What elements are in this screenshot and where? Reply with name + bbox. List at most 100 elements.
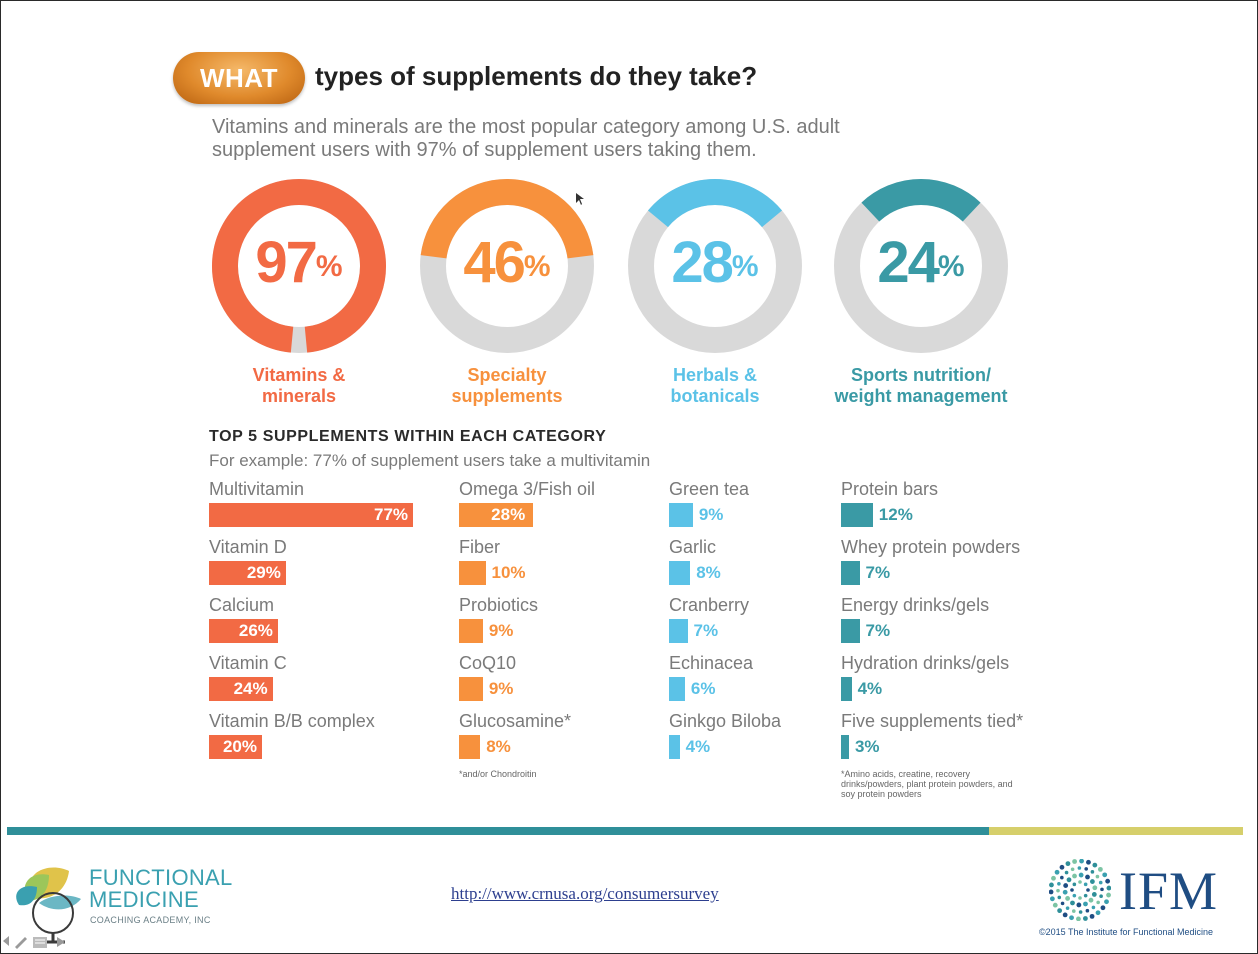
ifm-dot [1085,874,1090,880]
bar-value-label: 20% [222,737,257,756]
ifm-dot [1049,896,1055,902]
ifm-logo-icon [1049,859,1111,921]
donut-value-number: 28 [671,230,733,295]
donut-value-unit: % [523,250,551,283]
ifm-dot [1100,887,1104,892]
bar-item-name: Energy drinks/gels [841,595,990,615]
ifm-dot [1097,866,1103,872]
bar-value-label: 24% [233,679,268,698]
ifm-dot [1076,902,1082,908]
ifm-dot [1099,894,1103,899]
ifm-dot [1078,896,1082,900]
ifm-dot [1090,879,1095,884]
category-label-line: Herbals & [672,365,758,385]
donut-ring [628,179,802,353]
category-label-specialty: Specialty supplements [397,365,617,407]
ifm-dot [1078,880,1082,884]
ifm-dot [1052,902,1058,908]
ifm-dot [1076,916,1081,921]
bar-vitamins [209,735,262,759]
donut-value-unit: % [731,250,759,283]
bar-vitamins [209,677,273,701]
ifm-dot [1062,912,1068,918]
category-label-sports: Sports nutrition/weight management [811,365,1031,407]
slide-title: types of supplements do they take? [315,61,758,91]
bar-specialty [459,561,486,585]
donut-value-unit: % [315,250,343,283]
donut-value: 28% [627,228,803,298]
ifm-dot [1065,861,1071,867]
category-label-line: Vitamins & [252,365,346,385]
arrow-right-icon[interactable] [57,937,65,947]
bar-item-name: Hydration drinks/gels [841,653,1010,673]
pen-icon[interactable] [15,937,27,949]
ifm-dot [1105,878,1111,884]
bar-vitamins [209,619,278,643]
bar-specialty [459,735,481,759]
donut-herbals: 28% [627,178,803,354]
ifm-dot [1091,892,1097,897]
ifm-dot [1062,889,1068,895]
ifm-dot [1064,870,1069,875]
ifm-dot [1086,859,1091,865]
ifm-dot [1065,896,1070,901]
bar-value-label: 9% [698,505,724,524]
bar-herbals [669,619,688,643]
ifm-dot [1095,910,1101,916]
bar-value-label: 8% [486,737,511,756]
donut-value: 46% [419,228,595,298]
bar-value-label: 9% [488,679,514,698]
ifm-dot [1079,859,1084,864]
arrow-left-icon[interactable] [3,936,9,946]
bar-item-name: Whey protein powders [841,537,1021,557]
mouse-cursor-icon [576,193,584,205]
ifm-dot [1086,888,1090,892]
bar-specialty [459,503,534,527]
ifm-dot [1106,892,1111,898]
category-label-herbals: Herbals & botanicals [605,365,825,407]
top5-heading: TOP 5 SUPPLEMENTS WITHIN EACH CATEGORY [209,428,607,445]
donut-vitamins: 97% [211,178,387,354]
slide-subtitle: Vitamins and minerals are the most popul… [212,116,840,161]
ifm-dot [1056,888,1060,893]
bar-value-label: 29% [246,563,281,582]
donut-value-number: 97 [255,230,317,295]
ifm-dot [1090,870,1095,874]
ifm-dot [1091,905,1096,910]
bar-value-label: 8% [696,563,721,582]
menu-icon[interactable] [33,937,47,948]
bar-value-label: 7% [865,563,891,582]
ifm-dot [1089,913,1095,919]
bar-item-name: Vitamin B/B complex [209,711,375,731]
bar-sports [841,677,852,701]
bar-sports [841,503,873,527]
ifm-dot [1070,867,1075,872]
ifm-dot [1049,882,1054,888]
bar-item-name: Fiber [459,537,501,557]
survey-link[interactable]: http://www.crnusa.org/consumersurvey [451,884,719,903]
category-label-line: Specialty [467,365,547,385]
bar-sports [841,561,860,585]
bar-item-name: Vitamin C [209,653,287,673]
bar-value-label: 4% [857,679,883,698]
bar-value-label: 10% [491,563,526,582]
footer-rule-teal [7,827,989,835]
donut-specialty: 46% [419,178,595,354]
bar-value-label: 3% [854,737,880,756]
ifm-dot [1051,875,1056,881]
donut-value-unit: % [937,250,965,283]
ifm-dot [1104,899,1109,905]
category-label-line: minerals [261,386,337,406]
ifm-dot [1102,872,1108,878]
top5-subheading: For example: 77% of supplement users tak… [209,451,651,470]
ifm-dot [1083,916,1088,921]
ifm-dot [1078,872,1084,878]
bar-value-label: 26% [238,621,273,640]
bar-herbals [669,561,691,585]
category-label-line: supplements [451,386,563,406]
bar-value-label: 7% [693,621,719,640]
ifm-dot [1092,885,1098,891]
ifm-dot [1059,864,1065,870]
bar-item-name: Probiotics [459,595,539,615]
ifm-dot [1095,874,1100,879]
